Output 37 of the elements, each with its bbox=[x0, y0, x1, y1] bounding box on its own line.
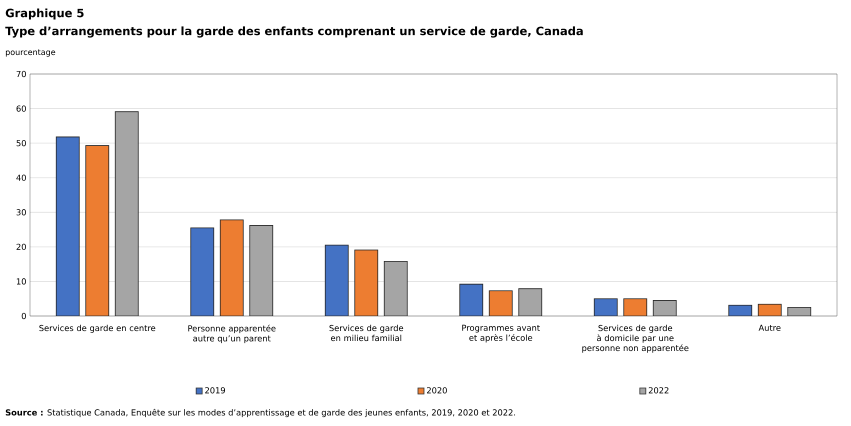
bar bbox=[190, 227, 214, 316]
bar bbox=[488, 290, 513, 316]
bar bbox=[728, 304, 752, 316]
bar bbox=[114, 111, 139, 316]
y-tick-label: 50 bbox=[16, 140, 26, 146]
x-tick-label: Services de garde en milieu familial bbox=[329, 324, 404, 342]
bar bbox=[384, 260, 408, 316]
bar bbox=[518, 288, 542, 316]
bar bbox=[220, 219, 244, 316]
y-tick-label: 20 bbox=[16, 244, 26, 250]
y-tick-label: 40 bbox=[16, 174, 26, 181]
chart-subtitle: Type d’arrangements pour la garde des enfants comprenant un service de garde, Canada bbox=[5, 26, 583, 38]
x-tick-label: Services de garde en centre bbox=[39, 324, 156, 333]
bar bbox=[85, 145, 110, 316]
legend-label: 2020 bbox=[426, 387, 447, 394]
x-tick-label: Services de garde à domicile par une personne non apparentée bbox=[582, 324, 688, 353]
bar bbox=[652, 300, 677, 316]
y-tick-label: 10 bbox=[16, 278, 26, 285]
y-tick-label: 30 bbox=[16, 209, 26, 216]
bar bbox=[354, 250, 378, 316]
bar bbox=[594, 298, 618, 316]
legend-label: 2022 bbox=[648, 387, 668, 394]
bar bbox=[56, 136, 80, 316]
bar bbox=[249, 225, 274, 316]
text: Source : Statistique Canada, Enquête sur les modes d’apprentissage et de garde des jeunes enfants, 2019, 2020 et 2022. bbox=[6, 408, 516, 418]
y-tick-label: 0 bbox=[22, 312, 26, 320]
bar bbox=[324, 244, 349, 316]
x-tick-label: Programmes avant et après l’école bbox=[462, 324, 540, 342]
bar bbox=[758, 304, 782, 316]
y-tick-label: 60 bbox=[16, 105, 26, 112]
bar bbox=[459, 284, 484, 316]
x-tick-label: Autre bbox=[758, 324, 781, 331]
legend-label: 2019 bbox=[205, 387, 226, 394]
x-tick-label: Personne apparentée autre qu’un parent bbox=[188, 324, 276, 344]
y-tick-label: 70 bbox=[16, 70, 26, 78]
chart-title: Graphique 5 bbox=[6, 8, 84, 20]
bar bbox=[623, 298, 648, 316]
